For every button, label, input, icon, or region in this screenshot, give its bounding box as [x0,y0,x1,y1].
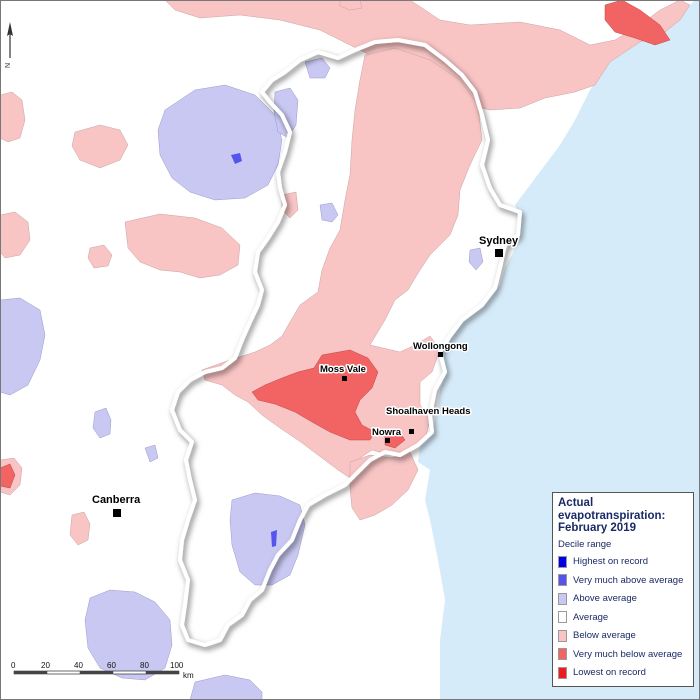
scale-tick-0: 0 [11,661,16,670]
legend-item-label: Above average [573,593,637,605]
place-label-canberra: Canberra [92,494,141,506]
legend-swatch [558,648,567,661]
very-much-below-average-regions [0,0,671,489]
legend-item-label: Average [573,611,609,623]
legend-item-label: Lowest on record [573,667,646,679]
north-arrow-label: N [5,63,12,68]
region-boundary [170,38,522,647]
scale-tick-60: 60 [107,661,116,670]
place-labels: Sydney Wollongong Moss Vale Shoalhaven H… [91,234,521,508]
legend-item-label: Very much below average [573,648,683,660]
legend-swatch [558,666,567,679]
scale-bar: 0 20 40 60 80 100 km [11,661,194,680]
legend-items: Highest on record Very much above averag… [558,553,688,683]
scale-unit: km [183,671,194,680]
place-label-nowra: Nowra [372,427,402,438]
legend-item: Above average [558,590,688,609]
scale-bar-segment [46,670,81,675]
scale-bar-segment [80,671,113,674]
scale-bar-segment [146,671,179,674]
place-marker-shoalhaven-heads [409,429,414,434]
legend-item: Below average [558,627,688,646]
legend-title-line2: evapotranspiration: [558,509,666,522]
legend-swatch [558,592,567,605]
legend-item-label: Below average [573,630,636,642]
place-markers [113,249,503,517]
legend-title: Actual evapotranspiration: February 2019 [558,497,688,535]
legend-item: Very much above average [558,571,688,590]
legend-swatch [558,555,567,568]
scale-bar-outline [13,670,180,675]
legend-title-line3: February 2019 [558,522,636,534]
scale-tick-80: 80 [140,661,149,670]
north-arrow-icon [7,22,13,36]
place-marker-sydney [495,249,503,257]
legend: Actual evapotranspiration: February 2019… [552,492,694,687]
legend-title-line1: Actual [558,497,594,509]
scale-tick-20: 20 [41,661,50,670]
above-average-regions [0,57,484,700]
legend-swatch [558,611,567,624]
legend-item: Average [558,608,688,627]
scale-bar-segment [14,671,47,674]
legend-item: Lowest on record [558,664,688,683]
below-average-regions [0,0,691,546]
legend-subtitle: Decile range [558,538,612,550]
legend-swatch [558,629,567,642]
legend-item: Highest on record [558,553,688,572]
place-marker-nowra [385,438,390,443]
place-label-wollongong: Wollongong [413,341,468,352]
scale-tick-100: 100 [170,661,184,670]
very-much-above-average-spots [231,153,277,547]
place-marker-wollongong [438,352,443,357]
place-label-moss-vale: Moss Vale [320,364,366,375]
legend-item: Very much below average [558,645,688,664]
legend-swatch [558,574,567,587]
place-label-sydney: Sydney [479,235,519,247]
place-marker-moss-vale [342,376,347,381]
north-arrow: N [5,22,13,68]
legend-item-label: Very much above average [573,574,684,586]
place-label-shoalhaven-heads-text: Shoalhaven Heads [386,406,470,417]
scale-bar-segment [112,670,147,675]
place-label-shoalhaven-heads: Shoalhaven Heads [386,406,470,417]
scale-tick-40: 40 [74,661,83,670]
place-marker-canberra [113,509,121,517]
legend-item-label: Highest on record [573,556,648,568]
